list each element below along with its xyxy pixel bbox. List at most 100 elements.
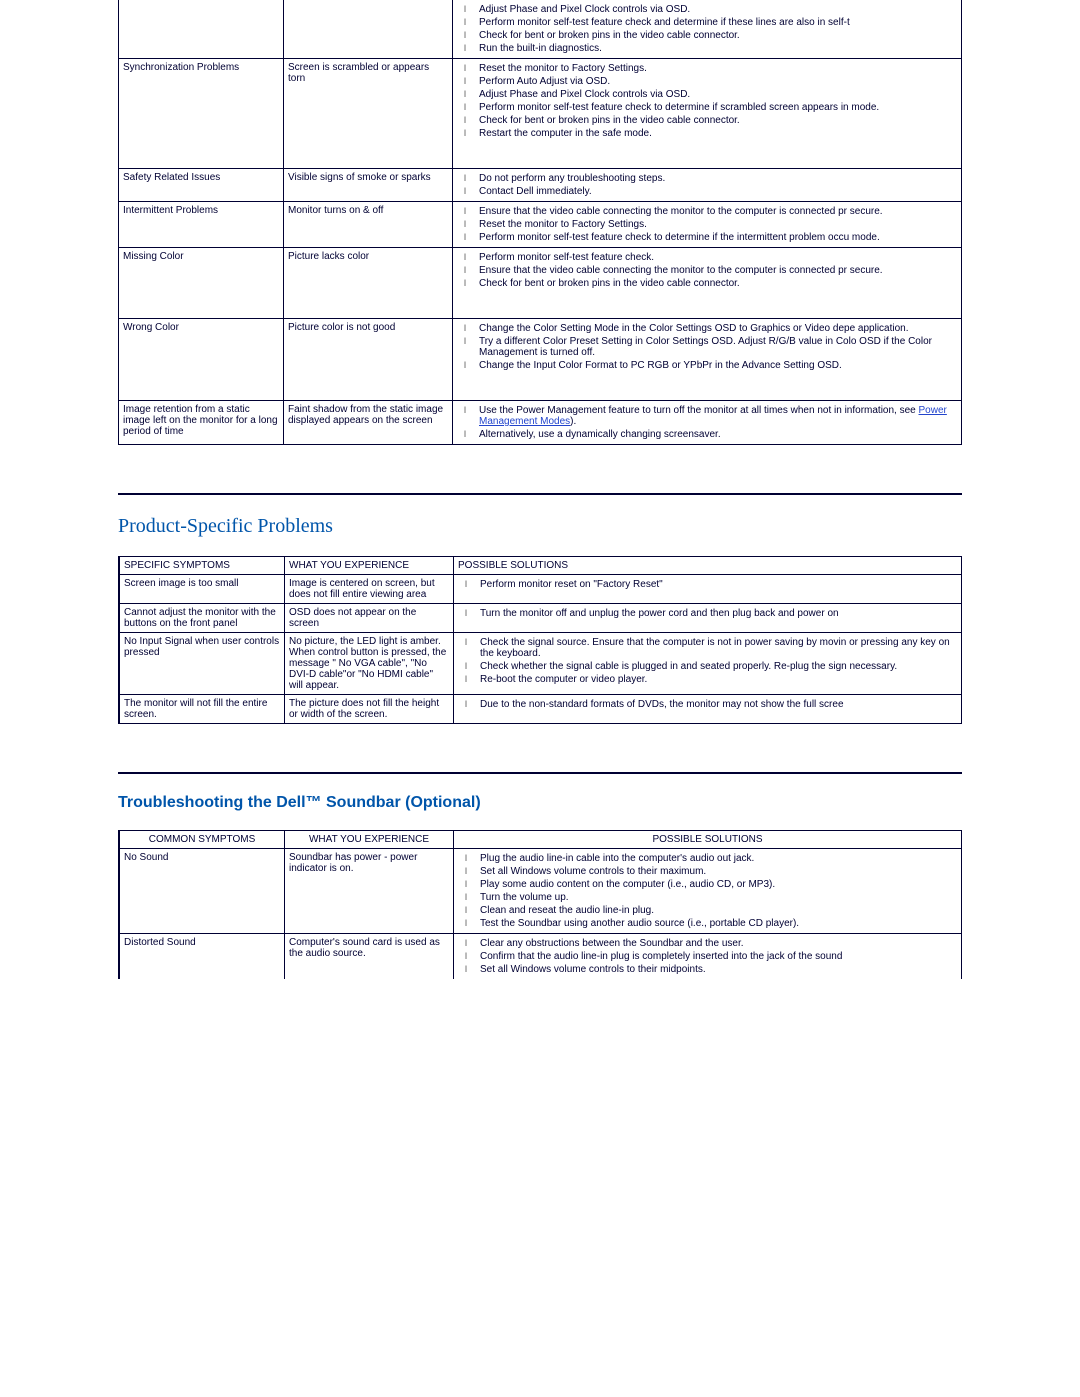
solution-item: Check whether the signal cable is plugge… xyxy=(480,660,957,673)
solution-item: Clear any obstructions between the Sound… xyxy=(480,937,957,950)
solution-item: Turn the volume up. xyxy=(480,891,957,904)
solution-item: Ensure that the video cable connecting t… xyxy=(479,264,957,277)
solutions-cell: Do not perform any troubleshooting steps… xyxy=(453,169,962,202)
experience-cell: Faint shadow from the static image displ… xyxy=(284,401,453,445)
table-row: No SoundSoundbar has power - power indic… xyxy=(119,849,962,934)
table-row: Distorted SoundComputer's sound card is … xyxy=(119,934,962,980)
solutions-cell: Turn the monitor off and unplug the powe… xyxy=(454,604,962,633)
section-heading-product-specific: Product-Specific Problems xyxy=(118,515,962,538)
solution-item: Perform monitor self-test feature check. xyxy=(479,251,957,264)
solution-item: Perform Auto Adjust via OSD. xyxy=(479,75,957,88)
table-row: Synchronization ProblemsScreen is scramb… xyxy=(119,59,962,169)
divider xyxy=(118,493,962,495)
experience-cell: Picture color is not good xyxy=(284,319,453,401)
solution-item: Check for bent or broken pins in the vid… xyxy=(479,29,957,42)
symptom-cell xyxy=(119,0,284,59)
solution-item: Perform monitor self-test feature check … xyxy=(479,16,957,29)
experience-cell: Image is centered on screen, but does no… xyxy=(285,575,454,604)
solution-item: Confirm that the audio line-in plug is c… xyxy=(480,950,957,963)
symptom-cell: Image retention from a static image left… xyxy=(119,401,284,445)
solution-item: Ensure that the video cable connecting t… xyxy=(479,205,957,218)
symptom-cell: Missing Color xyxy=(119,248,284,319)
symptom-cell: The monitor will not fill the entire scr… xyxy=(119,695,285,724)
table-row: Intermittent ProblemsMonitor turns on & … xyxy=(119,202,962,248)
section-heading-soundbar: Troubleshooting the Dell™ Soundbar (Opti… xyxy=(118,794,962,812)
table-row: The monitor will not fill the entire scr… xyxy=(119,695,962,724)
table-row: Missing ColorPicture lacks colorPerform … xyxy=(119,248,962,319)
symptom-cell: Synchronization Problems xyxy=(119,59,284,169)
divider xyxy=(118,772,962,774)
solution-item: Change the Input Color Format to PC RGB … xyxy=(479,359,957,372)
table-header-cell: SPECIFIC SYMPTOMS xyxy=(119,557,285,575)
solution-item: Do not perform any troubleshooting steps… xyxy=(479,172,957,185)
solution-item: Set all Windows volume controls to their… xyxy=(480,963,957,976)
solution-item: Use the Power Management feature to turn… xyxy=(479,404,957,428)
solutions-cell: Reset the monitor to Factory Settings.Pe… xyxy=(453,59,962,169)
solutions-cell: Adjust Phase and Pixel Clock controls vi… xyxy=(453,0,962,59)
solution-item: Reset the monitor to Factory Settings. xyxy=(479,218,957,231)
table-row: Wrong ColorPicture color is not good Chan… xyxy=(119,319,962,401)
symptom-cell: Cannot adjust the monitor with the butto… xyxy=(119,604,285,633)
table-row: Adjust Phase and Pixel Clock controls vi… xyxy=(119,0,962,59)
solution-item: Check for bent or broken pins in the vid… xyxy=(479,277,957,290)
solution-item: Restart the computer in the safe mode. xyxy=(479,127,957,140)
experience-cell: Computer's sound card is used as the aud… xyxy=(285,934,454,980)
symptom-cell: Distorted Sound xyxy=(119,934,285,980)
table-header-cell: POSSIBLE SOLUTIONS xyxy=(454,557,962,575)
experience-cell: Picture lacks color xyxy=(284,248,453,319)
soundbar-table: COMMON SYMPTOMSWHAT YOU EXPERIENCEPOSSIB… xyxy=(118,830,962,979)
solutions-cell: Change the Color Setting Mode in the Col… xyxy=(453,319,962,401)
solution-item: Reset the monitor to Factory Settings. xyxy=(479,62,957,75)
troubleshooting-table-1: Adjust Phase and Pixel Clock controls vi… xyxy=(118,0,962,445)
solutions-cell: Clear any obstructions between the Sound… xyxy=(454,934,962,980)
solution-item: Adjust Phase and Pixel Clock controls vi… xyxy=(479,88,957,101)
experience-cell: Soundbar has power - power indicator is … xyxy=(285,849,454,934)
symptom-cell: No Sound xyxy=(119,849,285,934)
table-row: Screen image is too smallImage is center… xyxy=(119,575,962,604)
table-row: Cannot adjust the monitor with the butto… xyxy=(119,604,962,633)
experience-cell: Monitor turns on & off xyxy=(284,202,453,248)
table-row: Safety Related IssuesVisible signs of sm… xyxy=(119,169,962,202)
experience-cell xyxy=(284,0,453,59)
solution-item: Contact Dell immediately. xyxy=(479,185,957,198)
solution-item: Run the built-in diagnostics. xyxy=(479,42,957,55)
solution-item: Change the Color Setting Mode in the Col… xyxy=(479,322,957,335)
table-header-row: COMMON SYMPTOMSWHAT YOU EXPERIENCEPOSSIB… xyxy=(119,831,962,849)
solution-item: Try a different Color Preset Setting in … xyxy=(479,335,957,359)
solutions-cell: Use the Power Management feature to turn… xyxy=(453,401,962,445)
solution-item: Perform monitor self-test feature check … xyxy=(479,231,957,244)
table-header-cell: WHAT YOU EXPERIENCE xyxy=(285,831,454,849)
solution-item: Perform monitor self-test feature check … xyxy=(479,101,957,114)
solutions-cell: Check the signal source. Ensure that the… xyxy=(454,633,962,695)
solution-item: Alternatively, use a dynamically changin… xyxy=(479,428,957,441)
solution-item: Plug the audio line-in cable into the co… xyxy=(480,852,957,865)
solutions-cell: Ensure that the video cable connecting t… xyxy=(453,202,962,248)
symptom-cell: Wrong Color xyxy=(119,319,284,401)
link-power-management[interactable]: Power Management Modes xyxy=(479,405,947,427)
solution-item: Adjust Phase and Pixel Clock controls vi… xyxy=(479,3,957,16)
solutions-cell: Perform monitor self-test feature check.… xyxy=(453,248,962,319)
solution-item: Test the Soundbar using another audio so… xyxy=(480,917,957,930)
solutions-cell: Perform monitor reset on "Factory Reset" xyxy=(454,575,962,604)
symptom-cell: Safety Related Issues xyxy=(119,169,284,202)
table-row: Image retention from a static image left… xyxy=(119,401,962,445)
symptom-cell: Intermittent Problems xyxy=(119,202,284,248)
table-header-cell: COMMON SYMPTOMS xyxy=(119,831,285,849)
table-header-row: SPECIFIC SYMPTOMSWHAT YOU EXPERIENCEPOSS… xyxy=(119,557,962,575)
solution-item: Due to the non-standard formats of DVDs,… xyxy=(480,698,957,711)
experience-cell: No picture, the LED light is amber. When… xyxy=(285,633,454,695)
solution-item: Clean and reseat the audio line-in plug. xyxy=(480,904,957,917)
solution-item: Check the signal source. Ensure that the… xyxy=(480,636,957,660)
symptom-cell: Screen image is too small xyxy=(119,575,285,604)
solution-item: Play some audio content on the computer … xyxy=(480,878,957,891)
solution-item: Perform monitor reset on "Factory Reset" xyxy=(480,578,957,591)
solution-item: Re-boot the computer or video player. xyxy=(480,673,957,686)
experience-cell: Screen is scrambled or appears torn xyxy=(284,59,453,169)
table-row: No Input Signal when user controls press… xyxy=(119,633,962,695)
product-specific-table: SPECIFIC SYMPTOMSWHAT YOU EXPERIENCEPOSS… xyxy=(118,556,962,724)
solutions-cell: Plug the audio line-in cable into the co… xyxy=(454,849,962,934)
solution-item: Set all Windows volume controls to their… xyxy=(480,865,957,878)
table-header-cell: POSSIBLE SOLUTIONS xyxy=(454,831,962,849)
table-header-cell: WHAT YOU EXPERIENCE xyxy=(285,557,454,575)
solution-item: Check for bent or broken pins in the vid… xyxy=(479,114,957,127)
